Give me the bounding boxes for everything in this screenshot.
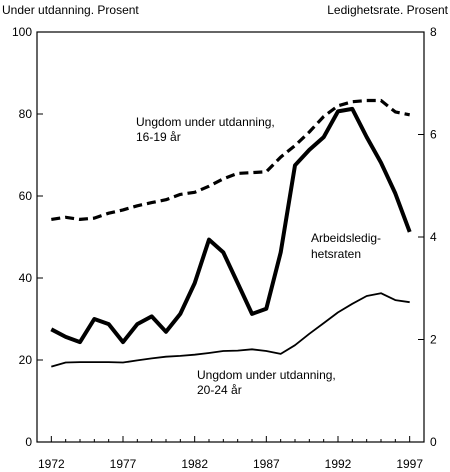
- y-right-tick-label: 6: [430, 128, 437, 142]
- y-right-tick-label: 2: [430, 333, 437, 347]
- y-right-tick-label: 4: [430, 230, 437, 244]
- y-left-tick-label: 80: [19, 107, 33, 121]
- x-tick-label: 1987: [253, 457, 280, 471]
- y-left-tick-label: 40: [19, 271, 33, 285]
- y-left-tick-label: 0: [25, 435, 32, 449]
- y-left-axis-title: Under utdanning. Prosent: [2, 3, 139, 17]
- y-left-tick-label: 100: [12, 25, 32, 39]
- x-tick-label: 1982: [181, 457, 208, 471]
- series-line-20-24: [51, 292, 410, 368]
- x-tick-label: 1992: [325, 457, 352, 471]
- annotation-20-24: Ungdom under utdanning, 20-24 år: [197, 368, 339, 397]
- y-right-tick-label: 8: [430, 25, 437, 39]
- annotation-16-19: Ungdom under utdanning, 16-19 år: [136, 115, 278, 144]
- x-tick-label: 1972: [38, 457, 65, 471]
- series-line-16-19: [51, 98, 411, 221]
- x-tick-label: 1997: [396, 457, 423, 471]
- x-tick-label: 1977: [110, 457, 137, 471]
- series-line-ledighetsrate: [50, 106, 412, 345]
- y-right-tick-label: 0: [430, 435, 437, 449]
- y-right-axis-title: Ledighetsrate. Prosent: [327, 3, 448, 17]
- annotation-ledighetsrate: Arbeidsledig- hetsraten: [311, 231, 384, 261]
- y-left-tick-label: 60: [19, 189, 33, 203]
- y-left-tick-label: 20: [19, 353, 33, 367]
